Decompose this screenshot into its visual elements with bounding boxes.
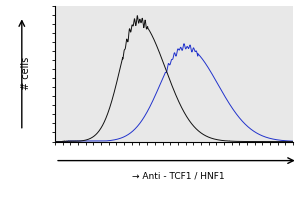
Y-axis label: # cells: # cells xyxy=(21,57,31,90)
Text: → Anti - TCF1 / HNF1: → Anti - TCF1 / HNF1 xyxy=(133,171,225,180)
